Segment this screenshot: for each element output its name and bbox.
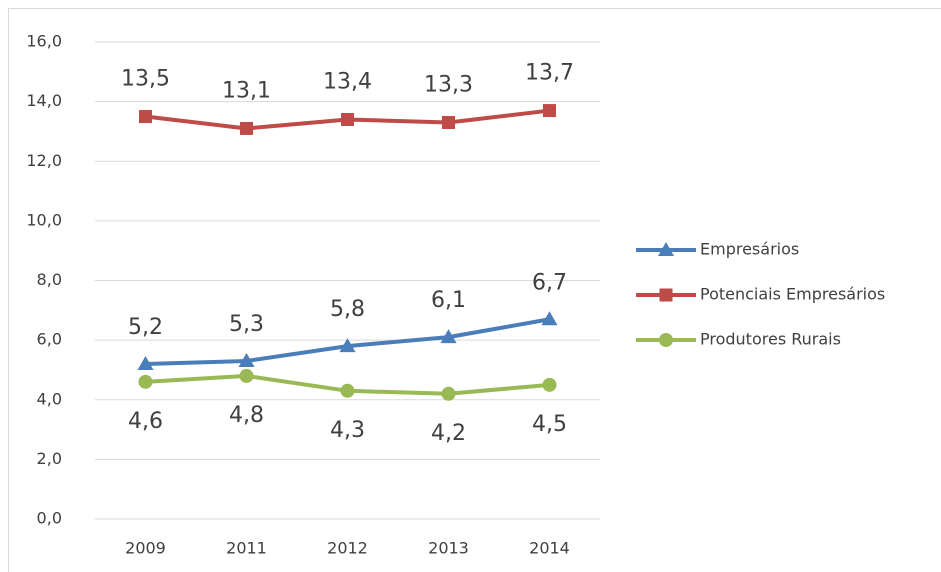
point-marker — [240, 121, 253, 135]
data-label: 13,7 — [525, 61, 574, 86]
data-label: 5,8 — [330, 297, 365, 322]
point-marker — [340, 383, 355, 398]
data-label: 4,2 — [431, 421, 466, 446]
point-marker — [541, 311, 558, 326]
data-label: 4,3 — [330, 418, 365, 443]
y-tick-label: 14,0 — [26, 91, 62, 110]
x-tick-label: 2014 — [529, 539, 570, 558]
point-marker — [440, 329, 457, 344]
y-tick-label: 0,0 — [37, 509, 62, 528]
data-label: 5,2 — [128, 315, 163, 340]
point-marker — [138, 374, 153, 389]
point-marker — [239, 368, 254, 383]
data-label: 4,6 — [128, 409, 163, 434]
data-label: 13,1 — [222, 78, 271, 103]
legend-label: Produtores Rurais — [700, 330, 841, 349]
y-tick-label: 12,0 — [26, 151, 62, 170]
point-marker — [137, 355, 154, 370]
legend-label: Potenciais Empresários — [700, 285, 885, 304]
point-marker — [542, 377, 557, 392]
legend-marker — [659, 288, 673, 302]
point-marker — [441, 386, 456, 401]
chart-border — [8, 8, 941, 572]
data-label: 5,3 — [229, 312, 264, 337]
data-label: 4,8 — [229, 403, 264, 428]
legend-marker — [658, 242, 674, 256]
y-tick-label: 8,0 — [37, 270, 62, 289]
legend-label: Empresários — [700, 240, 799, 259]
data-label: 4,5 — [532, 412, 567, 437]
data-label: 6,7 — [532, 270, 567, 295]
x-tick-label: 2013 — [428, 539, 469, 558]
y-tick-label: 16,0 — [26, 32, 62, 51]
x-tick-label: 2009 — [125, 539, 166, 558]
point-marker — [139, 110, 152, 124]
data-label: 6,1 — [431, 288, 466, 313]
data-label: 13,5 — [121, 67, 170, 92]
point-marker — [442, 115, 455, 129]
legend-marker — [659, 333, 673, 347]
x-tick-label: 2011 — [226, 539, 267, 558]
point-marker — [238, 352, 255, 367]
point-marker — [341, 113, 354, 127]
y-tick-label: 2,0 — [37, 449, 62, 468]
data-label: 13,4 — [323, 70, 372, 95]
data-label: 13,3 — [424, 72, 473, 97]
point-marker — [543, 104, 556, 118]
x-tick-label: 2012 — [327, 539, 368, 558]
y-tick-label: 10,0 — [26, 210, 62, 229]
y-tick-label: 4,0 — [37, 389, 62, 408]
y-tick-label: 6,0 — [37, 330, 62, 349]
point-marker — [339, 338, 356, 353]
